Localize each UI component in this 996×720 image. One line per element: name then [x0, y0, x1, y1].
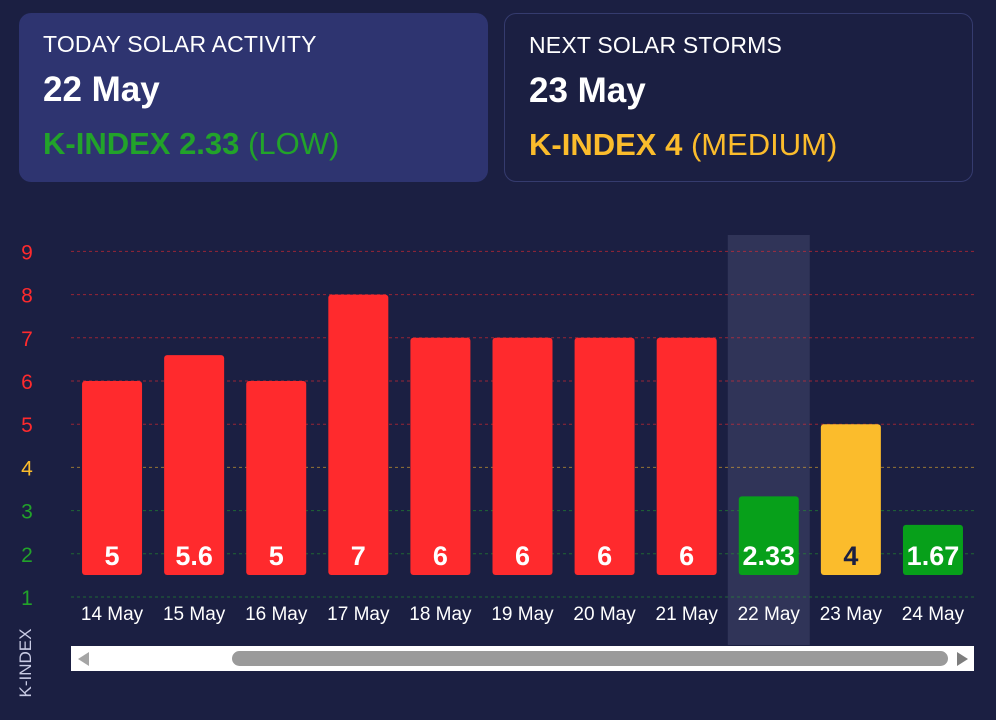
today-card-date: 22 May [43, 70, 160, 109]
x-tick-label: 23 May [820, 604, 883, 625]
next-kindex-level: (MEDIUM) [690, 127, 838, 162]
bar-value-label: 2.33 [742, 541, 795, 571]
x-tick-label: 17 May [327, 604, 390, 625]
bar [164, 355, 225, 575]
bar-value-label: 6 [433, 541, 448, 571]
bar [738, 496, 799, 575]
bar [328, 294, 389, 575]
bar-value-label: 5 [105, 541, 120, 571]
bar [574, 337, 635, 575]
bar [246, 381, 307, 575]
bar [820, 424, 881, 575]
highlight-column [727, 235, 810, 645]
scroll-right-arrow-icon[interactable] [957, 652, 968, 666]
y-axis-label: K-INDEX [16, 628, 35, 698]
x-tick-label: 15 May [163, 604, 226, 625]
chart-horizontal-scrollbar[interactable] [71, 646, 974, 671]
bar-value-label: 6 [515, 541, 530, 571]
x-tick-label: 18 May [409, 604, 472, 625]
y-tick-label: 9 [21, 241, 33, 264]
x-tick-label: 20 May [573, 604, 636, 625]
bar-value-label: 5 [269, 541, 284, 571]
today-kindex-value: K-INDEX 2.33 [43, 126, 240, 161]
y-tick-label: 2 [21, 544, 33, 567]
y-tick-label: 5 [21, 414, 33, 437]
next-solar-storms-card: NEXT SOLAR STORMS 23 May K-INDEX 4 (MEDI… [504, 13, 973, 182]
today-kindex-level: (LOW) [248, 126, 340, 161]
x-tick-label: 19 May [491, 604, 554, 625]
bar-value-label: 6 [679, 541, 694, 571]
x-tick-label: 14 May [81, 604, 144, 625]
bar [492, 337, 553, 575]
bar-value-label: 6 [597, 541, 612, 571]
bar [656, 337, 717, 575]
bar-value-label: 4 [843, 541, 858, 571]
bar-value-label: 1.67 [907, 541, 960, 571]
x-tick-label: 24 May [902, 604, 965, 625]
y-tick-label: 1 [21, 587, 33, 610]
next-card-date: 23 May [529, 71, 646, 110]
y-tick-label: 8 [21, 285, 33, 308]
bar-value-label: 7 [351, 541, 366, 571]
today-solar-activity-card: TODAY SOLAR ACTIVITY 22 May K-INDEX 2.33… [19, 13, 488, 182]
today-card-title: TODAY SOLAR ACTIVITY [43, 31, 317, 57]
scrollbar-thumb[interactable] [232, 651, 948, 666]
scroll-left-arrow-icon[interactable] [78, 652, 89, 666]
x-tick-label: 22 May [738, 604, 801, 625]
y-tick-label: 6 [21, 371, 33, 394]
bar [410, 337, 471, 575]
next-kindex-line: K-INDEX 4 (MEDIUM) [529, 127, 948, 163]
next-kindex-value: K-INDEX 4 [529, 127, 683, 162]
y-tick-label: 4 [21, 457, 33, 480]
y-tick-label: 3 [21, 501, 33, 524]
x-tick-label: 21 May [656, 604, 719, 625]
x-tick-label: 16 May [245, 604, 308, 625]
today-kindex-line: K-INDEX 2.33 (LOW) [43, 126, 464, 162]
y-tick-label: 7 [21, 328, 33, 351]
next-card-title: NEXT SOLAR STORMS [529, 32, 783, 58]
bar [82, 381, 143, 575]
kindex-bar-chart: 9 8 7 6 5 4 3 2 1 5 14 May 5.6 15 May 5 16 May 7 17 May 6… [21, 235, 974, 645]
bar-value-label: 5.6 [175, 541, 213, 571]
bar [902, 524, 963, 575]
